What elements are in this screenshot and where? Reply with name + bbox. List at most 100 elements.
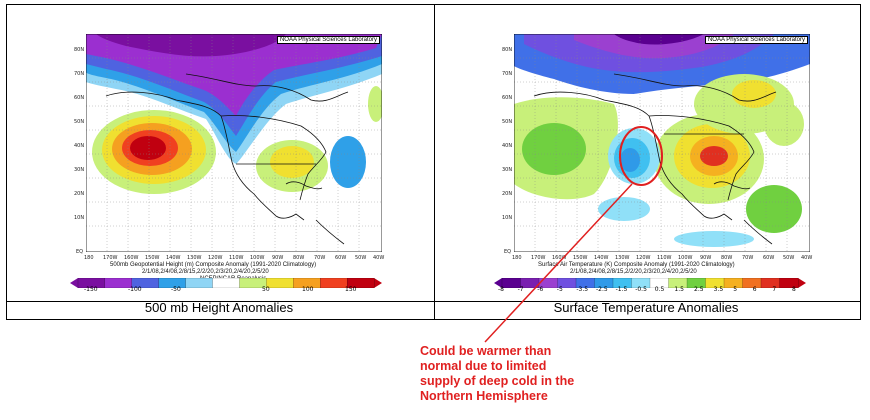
colorbar-segment	[760, 278, 780, 288]
lon-label: 130W	[187, 255, 202, 261]
height-anomaly-map-svg	[85, 33, 384, 253]
colorbar-label: 150	[345, 286, 357, 293]
lat-label: EQ	[76, 249, 84, 255]
annotation-line: normal due to limited	[420, 359, 547, 373]
lon-label: 90W	[700, 255, 712, 261]
lat-label: 70N	[74, 71, 85, 77]
lon-label: 150W	[145, 255, 160, 261]
lon-label: 180	[512, 255, 522, 261]
lon-label: 130W	[615, 255, 630, 261]
lon-label: 50W	[783, 255, 795, 261]
lon-label: 180	[84, 255, 94, 261]
lat-label: 20N	[74, 191, 85, 197]
colorbar-label: -8	[498, 286, 504, 293]
lat-label: 50N	[502, 119, 513, 125]
lon-label: 110W	[657, 255, 672, 261]
noaa-credit: NOAA Physical Sciences Laboratory	[276, 36, 380, 44]
colorbar-segment	[346, 278, 375, 288]
lon-label: 50W	[355, 255, 367, 261]
colorbar-label: -0.5	[635, 286, 647, 293]
colorbar-label: 50	[262, 286, 270, 293]
colorbar-label: 3.5	[713, 286, 724, 293]
colorbar-label: -5	[556, 286, 563, 293]
colorbar-label: -150	[84, 286, 98, 293]
colorbar-label: 1.5	[674, 286, 684, 293]
column-divider	[434, 5, 435, 319]
figure-table	[6, 4, 861, 320]
lon-label: 100W	[678, 255, 693, 261]
lat-label: 80N	[502, 47, 513, 53]
lat-label: 80N	[74, 47, 85, 53]
lat-label: 30N	[502, 167, 513, 173]
lon-label: 40W	[801, 255, 813, 261]
lat-label: EQ	[504, 249, 512, 255]
colorbar-arrow-left	[70, 278, 78, 288]
temperature-anomaly-map-svg	[513, 33, 811, 253]
lat-label: 40N	[502, 143, 513, 149]
colorbar-segment	[779, 278, 799, 288]
lat-label: 10N	[502, 215, 513, 221]
colorbar-label: 100	[302, 286, 314, 293]
colorbar-arrow-right	[798, 278, 806, 288]
lon-label: 100W	[250, 255, 265, 261]
lat-label: 60N	[502, 95, 513, 101]
lat-label: 50N	[74, 119, 85, 125]
lat-label: 60N	[74, 95, 85, 101]
lat-label: 20N	[502, 191, 513, 197]
lon-label: 80W	[293, 255, 305, 261]
lon-label: 70W	[314, 255, 326, 261]
left-plot-dates: 2/1/08,2/4/08,2/8/15,2/2/20,2/3/20,2/4/2…	[142, 269, 269, 275]
lon-label: 90W	[272, 255, 284, 261]
lon-label: 170W	[103, 255, 118, 261]
left-plot-title: 500mb Geopotential Height (m) Composite …	[110, 262, 317, 268]
colorbar-segment	[320, 278, 348, 288]
colorbar-label: 8	[792, 286, 796, 293]
colorbar-label: -3.5	[576, 286, 589, 293]
annotation-line: Northern Hemisphere	[420, 389, 548, 403]
lon-label: 140W	[594, 255, 609, 261]
caption-row-divider	[7, 301, 860, 302]
colorbar-label: 6	[752, 286, 757, 293]
lat-label: 40N	[74, 143, 85, 149]
colorbar-label: -100	[128, 286, 142, 293]
lon-label: 40W	[373, 255, 385, 261]
lon-label: 150W	[573, 255, 588, 261]
colorbar-label: 7	[772, 286, 777, 293]
lon-label: 120W	[636, 255, 651, 261]
annotation-line: Could be warmer than	[420, 344, 552, 358]
right-plot-dates: 2/1/08,2/4/08,2/8/15,2/2/20,2/3/20,2/4/2…	[570, 269, 697, 275]
lon-label: 120W	[208, 255, 223, 261]
colorbar-label: 5	[733, 286, 738, 293]
colorbar-label: 0.5	[654, 286, 665, 293]
lon-label: 70W	[742, 255, 754, 261]
right-caption: Surface Temperature Anomalies	[553, 300, 739, 315]
colorbar-segment	[212, 278, 240, 288]
lat-label: 10N	[74, 215, 85, 221]
colorbar-segment	[266, 278, 294, 288]
colorbar-label: -2.5	[596, 286, 608, 293]
annotation-text: Could be warmer than normal due to limit…	[420, 344, 600, 404]
lon-label: 110W	[229, 255, 244, 261]
lon-label: 160W	[124, 255, 139, 261]
lon-label: 60W	[335, 255, 347, 261]
noaa-credit: NOAA Physical Sciences Laboratory	[704, 36, 808, 44]
colorbar-segment	[185, 278, 213, 288]
lon-label: 160W	[552, 255, 567, 261]
colorbar-label: -50	[171, 286, 181, 293]
colorbar-arrow-right	[374, 278, 382, 288]
lon-label: 170W	[531, 255, 546, 261]
lon-label: 60W	[763, 255, 775, 261]
annotation-line: supply of deep cold in the	[420, 374, 575, 388]
lat-label: 30N	[74, 167, 85, 173]
colorbar-label: -1.5	[615, 286, 628, 293]
lat-label: 70N	[502, 71, 513, 77]
lon-label: 140W	[166, 255, 181, 261]
left-caption: 500 mb Height Anomalies	[144, 300, 294, 315]
colorbar-label: -6	[537, 286, 544, 293]
right-plot-title: Surface Air Temperature (K) Composite An…	[538, 262, 735, 268]
colorbar-label: -7	[517, 286, 524, 293]
temperature-anomaly-map: NOAA Physical Sciences Laboratory	[513, 33, 811, 253]
lon-label: 80W	[721, 255, 733, 261]
colorbar-label: 2.5	[694, 286, 704, 293]
height-anomaly-map: NOAA Physical Sciences Laboratory	[85, 33, 384, 253]
